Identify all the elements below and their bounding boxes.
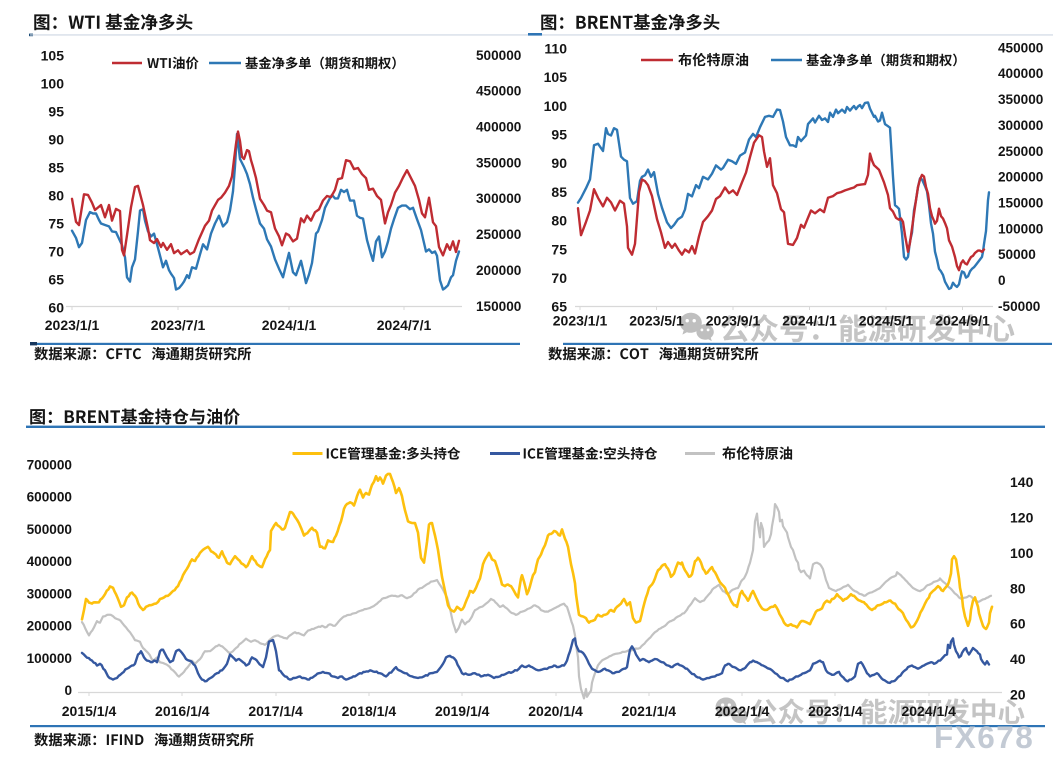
svg-text:350000: 350000 — [998, 92, 1043, 107]
svg-text:250000: 250000 — [998, 144, 1043, 159]
svg-text:2023/7/1: 2023/7/1 — [151, 317, 206, 333]
svg-text:700000: 700000 — [27, 457, 72, 472]
svg-text:2019/1/4: 2019/1/4 — [435, 703, 490, 719]
svg-text:2023/1/4: 2023/1/4 — [808, 703, 863, 719]
svg-text:100000: 100000 — [27, 651, 72, 666]
svg-text:60: 60 — [1010, 616, 1026, 632]
svg-text:2022/1/4: 2022/1/4 — [715, 703, 770, 719]
svg-text:250000: 250000 — [476, 227, 521, 242]
svg-text:0: 0 — [64, 683, 72, 698]
svg-text:400000: 400000 — [27, 554, 72, 569]
svg-text:2015/1/4: 2015/1/4 — [62, 703, 117, 719]
svg-text:70: 70 — [48, 243, 64, 259]
svg-text:2024/1/1: 2024/1/1 — [262, 317, 317, 333]
svg-text:2023/5/1: 2023/5/1 — [629, 313, 684, 329]
svg-text:2023/1/1: 2023/1/1 — [45, 317, 100, 333]
svg-text:110: 110 — [544, 40, 567, 56]
svg-text:105: 105 — [544, 69, 568, 85]
svg-text:40: 40 — [1010, 651, 1026, 667]
svg-text:300000: 300000 — [476, 191, 521, 206]
svg-text:85: 85 — [48, 159, 64, 175]
svg-text:2024/1/4: 2024/1/4 — [901, 703, 956, 719]
svg-text:65: 65 — [48, 271, 64, 287]
svg-text:200000: 200000 — [476, 263, 521, 278]
svg-text:75: 75 — [48, 215, 64, 231]
svg-text:150000: 150000 — [998, 195, 1043, 210]
svg-text:350000: 350000 — [476, 155, 521, 170]
svg-text:100: 100 — [544, 98, 568, 114]
svg-text:2020/1/4: 2020/1/4 — [528, 703, 583, 719]
svg-text:2017/1/4: 2017/1/4 — [248, 703, 303, 719]
svg-text:2018/1/4: 2018/1/4 — [342, 703, 397, 719]
svg-text:100: 100 — [1010, 545, 1034, 561]
svg-text:2024/5/1: 2024/5/1 — [859, 313, 914, 329]
svg-text:50000: 50000 — [998, 247, 1036, 262]
svg-text:300000: 300000 — [998, 118, 1043, 133]
svg-text:400000: 400000 — [476, 120, 521, 135]
svg-text:2023/9/1: 2023/9/1 — [706, 313, 761, 329]
svg-text:500000: 500000 — [476, 48, 521, 63]
svg-text:80: 80 — [48, 187, 64, 203]
svg-text:2016/1/4: 2016/1/4 — [155, 703, 210, 719]
svg-text:85: 85 — [551, 184, 567, 200]
svg-text:450000: 450000 — [998, 40, 1043, 55]
svg-text:80: 80 — [1010, 580, 1026, 596]
svg-text:20: 20 — [1010, 687, 1026, 703]
svg-text:100: 100 — [41, 75, 65, 91]
svg-text:90: 90 — [48, 131, 64, 147]
svg-text:60: 60 — [48, 299, 64, 315]
svg-text:95: 95 — [48, 103, 64, 119]
svg-text:120: 120 — [1010, 510, 1034, 526]
svg-text:0: 0 — [998, 273, 1006, 288]
svg-text:2021/1/4: 2021/1/4 — [622, 703, 677, 719]
svg-text:105: 105 — [41, 47, 65, 63]
svg-text:600000: 600000 — [27, 490, 72, 505]
svg-text:2024/7/1: 2024/7/1 — [377, 317, 432, 333]
svg-text:80: 80 — [551, 213, 567, 229]
svg-text:2024/1/1: 2024/1/1 — [782, 313, 837, 329]
svg-text:150000: 150000 — [476, 299, 521, 314]
svg-text:65: 65 — [551, 299, 567, 315]
svg-text:FX678: FX678 — [934, 719, 1034, 755]
svg-text:500000: 500000 — [27, 522, 72, 537]
svg-text:200000: 200000 — [27, 619, 72, 634]
svg-text:2023/1/1: 2023/1/1 — [553, 313, 608, 329]
svg-text:75: 75 — [551, 241, 567, 257]
svg-text:2024/9/1: 2024/9/1 — [935, 313, 990, 329]
svg-text:70: 70 — [551, 270, 567, 286]
svg-text:-50000: -50000 — [998, 299, 1040, 314]
svg-text:140: 140 — [1010, 474, 1034, 490]
svg-text:90: 90 — [551, 155, 567, 171]
svg-text:95: 95 — [551, 127, 567, 143]
svg-text:200000: 200000 — [998, 170, 1043, 185]
svg-text:400000: 400000 — [998, 66, 1043, 81]
svg-text:300000: 300000 — [27, 586, 72, 601]
svg-text:100000: 100000 — [998, 221, 1043, 236]
svg-text:450000: 450000 — [476, 84, 521, 99]
